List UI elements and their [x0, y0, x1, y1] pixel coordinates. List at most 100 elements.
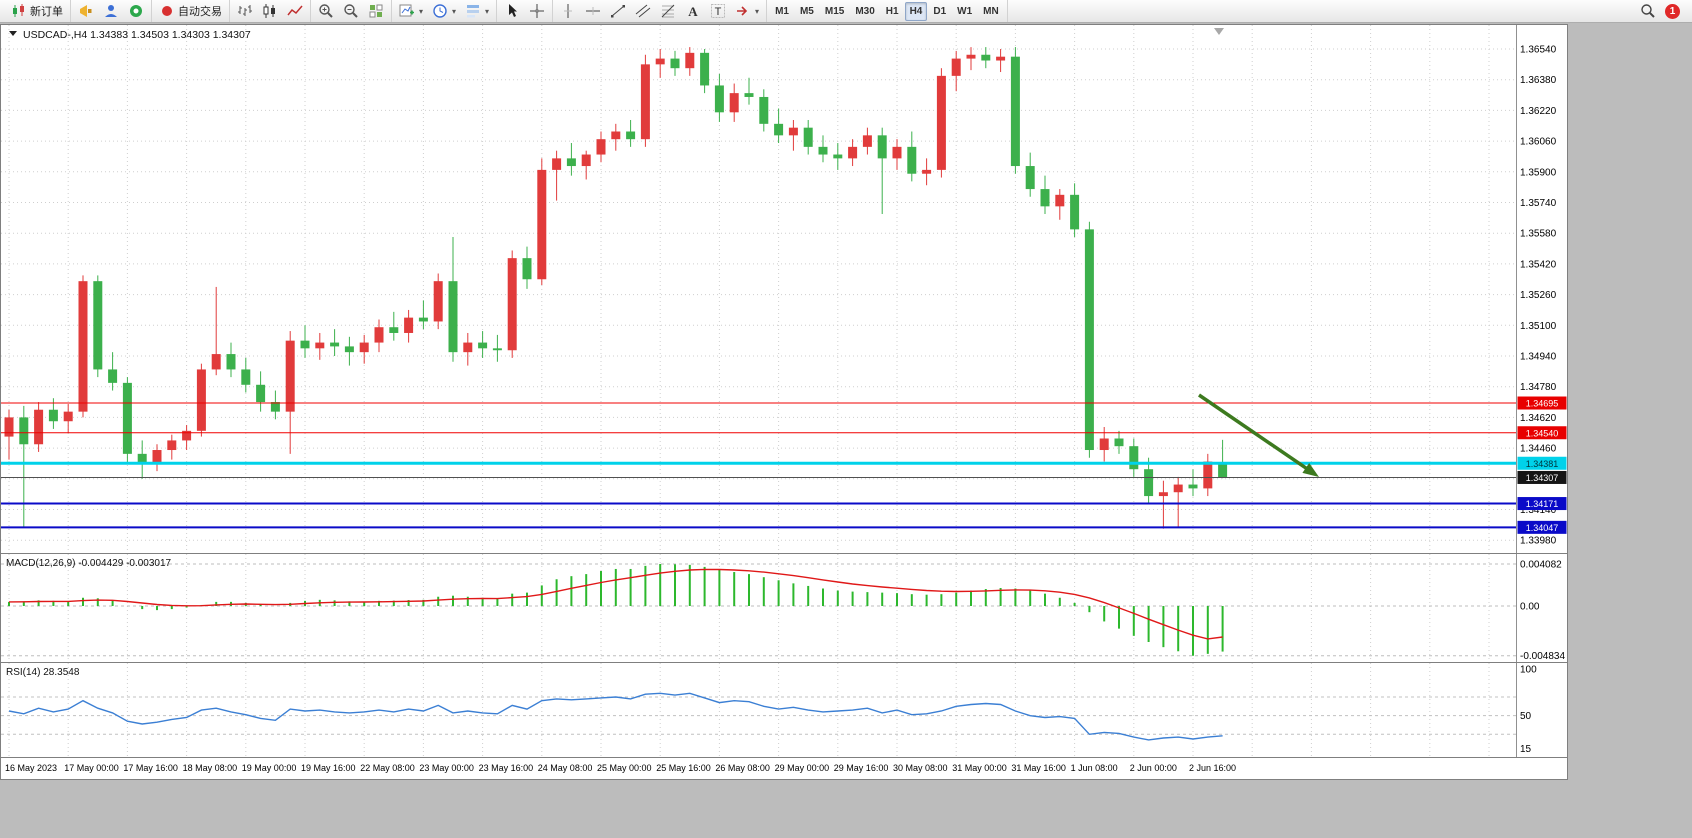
text-button[interactable]: A — [681, 2, 705, 21]
new-order-button-label: 新订单 — [30, 6, 63, 18]
price-axis[interactable]: 1.36540 1.36380 1.36220 1.36060 1.35900 1.357… — [1516, 25, 1557, 553]
panel-divider[interactable] — [1, 553, 1567, 554]
time-label: 16 May 2023 — [5, 763, 58, 773]
price-axis-label: 1.34620 — [1520, 413, 1557, 424]
rsi-panel[interactable]: 100 50 15 RSI(14) 28.3548 — [1, 663, 1567, 757]
search-button[interactable] — [1636, 2, 1660, 21]
auto-trading-button[interactable]: 自动交易 — [155, 2, 226, 21]
time-axis[interactable]: 16 May 2023 17 May 00:00 17 May 16:00 18 Ma… — [1, 758, 1567, 779]
period-menu-button[interactable]: ▾ — [428, 2, 460, 21]
hline-icon — [586, 7, 601, 15]
zoom-out-icon — [344, 4, 358, 18]
channel-button[interactable] — [631, 2, 655, 21]
trendline-button[interactable] — [606, 2, 630, 21]
rsi-label: RSI(14) 28.3548 — [6, 667, 80, 678]
timeframe-m30-button-label: M30 — [855, 5, 875, 17]
time-label: 18 May 08:00 — [182, 763, 238, 773]
timeframe-h4-button[interactable]: H4 — [904, 1, 928, 21]
dropdown-caret-icon: ▾ — [419, 6, 424, 16]
timeframe-mn-button[interactable]: MN — [978, 2, 1004, 21]
timeframe-d1-button[interactable]: D1 — [928, 2, 951, 21]
community-icon — [130, 5, 142, 17]
toolbar-group: ▾ ▾ ▾ — [392, 0, 498, 22]
macd-grid — [1, 554, 1516, 662]
toolbar-group: A T ▾ — [553, 0, 768, 22]
timeframe-w1-button[interactable]: W1 — [952, 2, 977, 21]
timeframe-m15-button[interactable]: M15 — [820, 2, 849, 21]
price-tag: 1.34171 — [1526, 499, 1559, 509]
tile-windows-icon — [369, 4, 383, 18]
account-button[interactable] — [99, 2, 123, 21]
auto-trading-button-label: 自动交易 — [178, 6, 222, 18]
time-label: 23 May 00:00 — [419, 763, 474, 773]
crosshair-button[interactable] — [525, 2, 549, 21]
time-label: 1 Jun 08:00 — [1070, 763, 1118, 773]
time-label: 24 May 08:00 — [537, 763, 593, 773]
price-axis-label: 1.35900 — [1520, 167, 1557, 178]
panel-divider[interactable] — [1, 757, 1567, 758]
toolbar-group — [71, 0, 152, 22]
timeframe-m30-button[interactable]: M30 — [850, 2, 879, 21]
price-axis-label: 1.34460 — [1520, 444, 1557, 455]
channel-icon — [635, 4, 651, 18]
time-label: 31 May 00:00 — [952, 763, 1007, 773]
arrows-button[interactable]: ▾ — [731, 2, 763, 21]
timeframe-h1-button[interactable]: H1 — [881, 2, 904, 21]
community-button[interactable] — [124, 2, 148, 21]
dropdown-caret-icon: ▾ — [452, 6, 457, 16]
toolbar-group — [311, 0, 392, 22]
price-tags: 1.34695 1.34540 1.34381 1.34171 1.34047 1.343… — [1517, 396, 1567, 534]
label-icon: T — [711, 4, 726, 18]
cursor-button[interactable] — [500, 2, 524, 21]
horizontal-line-button[interactable] — [581, 2, 605, 21]
notification-badge[interactable]: 1 — [1665, 3, 1680, 19]
time-label: 25 May 00:00 — [597, 763, 652, 773]
new-order-button[interactable]: 新订单 — [7, 2, 67, 21]
toolbar-group: M1 M5 M15 M30 H1 H4 D1 W1 MN — [767, 0, 1008, 22]
trend-arrow[interactable] — [1198, 393, 1319, 477]
timeframe-m15-button-label: M15 — [824, 5, 845, 17]
vertical-line-button[interactable] — [556, 2, 580, 21]
timeframe-mn-button-label: MN — [983, 5, 999, 17]
clock-icon — [433, 4, 447, 18]
chart-dropdown-icon[interactable] — [9, 31, 17, 36]
fibonacci-button[interactable] — [656, 2, 680, 21]
tile-windows-button[interactable] — [364, 2, 388, 21]
rsi-grid — [1, 663, 1516, 757]
zoom-out-button[interactable] — [339, 2, 363, 21]
zoom-in-icon — [319, 4, 333, 18]
timeframe-h1-button-label: H1 — [885, 5, 899, 17]
line-chart-button[interactable] — [283, 2, 307, 21]
shift-marker-icon[interactable] — [1214, 28, 1224, 35]
line-icon — [287, 5, 303, 16]
toolbar-group — [497, 0, 554, 22]
price-axis-label: 1.35420 — [1520, 259, 1557, 270]
announcement-button[interactable] — [74, 2, 98, 21]
rsi-axis-label: 15 — [1520, 744, 1532, 755]
crosshair-icon — [530, 4, 545, 18]
svg-text:A: A — [688, 4, 698, 19]
time-label: 29 May 16:00 — [833, 763, 889, 773]
new-chart-button[interactable]: ▾ — [395, 2, 427, 21]
price-axis-label: 1.36380 — [1520, 75, 1557, 86]
new-chart-icon — [399, 4, 414, 17]
timeframe-m5-button[interactable]: M5 — [795, 2, 819, 21]
price-chart[interactable]: 1.36540 1.36380 1.36220 1.36060 1.35900 1.357… — [1, 25, 1567, 553]
panel-divider[interactable] — [1, 662, 1567, 663]
zoom-in-button[interactable] — [314, 2, 338, 21]
macd-axis-label: 0.004082 — [1520, 560, 1562, 571]
timeframe-h4-button-label: H4 — [909, 5, 923, 17]
fibonacci-icon — [661, 4, 675, 18]
macd-panel[interactable]: 0.004082 0.00 -0.004834 MACD(12,26,9) -0.00… — [1, 554, 1567, 662]
time-label: 17 May 00:00 — [64, 763, 119, 773]
label-button[interactable]: T — [706, 2, 730, 21]
template-menu-button[interactable]: ▾ — [461, 2, 493, 21]
horizontal-lines[interactable] — [1, 402, 1516, 529]
candlestick-chart-button[interactable] — [258, 2, 282, 21]
price-axis-label: 1.33980 — [1520, 536, 1557, 547]
timeframe-m1-button[interactable]: M1 — [770, 2, 794, 21]
bar-chart-button[interactable] — [233, 2, 257, 21]
candles-icon — [263, 4, 275, 18]
megaphone-icon — [80, 5, 92, 17]
chart-title: USDCAD-,H4 1.34383 1.34503 1.34303 1.343… — [23, 29, 251, 41]
